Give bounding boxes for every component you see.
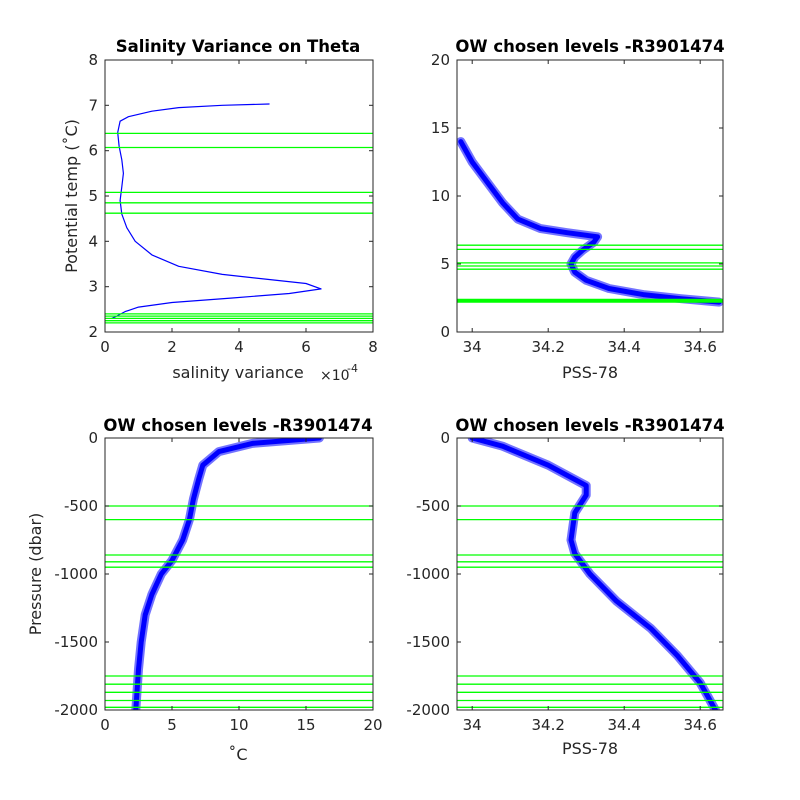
panel1-x-tick-label: 6 [301,338,311,356]
panel1-y-tick-label: 7 [88,96,98,114]
panel2-y-tick-label: 10 [431,187,450,205]
panel4-series-line [471,438,716,710]
panel1-x-tick-label: 8 [368,338,378,356]
panel2-x-axis-label: PSS-78 [562,363,618,382]
panel4-y-tick-label: -1500 [406,633,450,651]
panel2-x-tick-label: 34.4 [607,338,640,356]
panel2-data-layer [457,137,723,307]
panel-temperature-pressure: OW chosen levels -R3901474 0 5 10 15 20 0 -500… [26,416,383,764]
panel2-x-tick-label: 34.6 [683,338,716,356]
panel3-y-tick-label: -1000 [54,565,98,583]
panel1-x-exponent-power: -4 [347,362,358,375]
panel1-y-tick-label: 3 [88,278,98,296]
panel2-y-tick-label: 20 [431,51,450,69]
panel1-y-tick-label: 5 [88,187,98,205]
panel1-data-layer [105,103,373,324]
panel4-y-tick-label: -500 [416,497,450,515]
panel3-plot-area: 0 5 10 15 20 0 -500 -1000 -1500 -2000 [54,429,382,734]
panel3-x-tick-label: 20 [363,716,382,734]
panel2-y-tick-label: 5 [440,255,450,273]
panel4-y-tick-label: 0 [440,429,450,447]
panel1-y-tick-label: 4 [88,232,98,250]
panel1-x-tick-label: 0 [100,338,110,356]
panel4-title: OW chosen levels -R3901474 [455,416,724,435]
panel3-series-line [135,438,320,710]
panel3-x-tick-label: 15 [296,716,315,734]
panel1-series-line [111,103,322,319]
panel3-x-tick-label: 5 [167,716,177,734]
panel3-y-tick-label: -500 [64,497,98,515]
panel-salinity-variance: Salinity Variance on Theta 0 2 4 6 82345678 … [62,37,378,384]
panel4-x-axis-label: PSS-78 [562,739,618,758]
panel-salinity-theta: OW chosen levels -R3901474 34 34.2 34.4 34.… [431,37,725,382]
panel4-y-tick-label: -1000 [406,565,450,583]
panel4-x-tick-label: 34.4 [607,716,640,734]
panel4-data-layer [457,438,723,710]
panel2-series-line [460,141,720,303]
panel3-y-axis-label: Pressure (dbar) [26,513,45,636]
panel4-y-tick-label: -2000 [406,701,450,719]
panel3-x-axis-label: ˚C [228,745,247,764]
panel2-x-tick-label: 34.2 [531,338,564,356]
panel3-x-tick-label: 10 [229,716,248,734]
panel3-y-tick-label: -2000 [54,701,98,719]
panel4-x-tick-label: 34 [463,716,482,734]
panel2-y-tick-label: 15 [431,119,450,137]
panel3-y-tick-label: 0 [88,429,98,447]
panel4-plot-area: 34 34.2 34.4 34.6 0 -500 -1000 -1500 -2000 [406,429,724,734]
panel4-x-tick-label: 34.6 [683,716,716,734]
panel3-title: OW chosen levels -R3901474 [103,416,372,435]
panel1-x-exponent-base: ×10 [320,368,350,384]
panel2-y-tick-label: 0 [440,323,450,341]
panel1-y-tick-label: 2 [88,323,98,341]
panel2-plot-area: 34 34.2 34.4 34.6 0 5 10 15 20 [431,51,724,356]
panel1-x-tick-label: 4 [234,338,244,356]
panel1-x-tick-label: 2 [167,338,177,356]
panel1-y-tick-label: 8 [88,51,98,69]
panel1-y-tick-label: 6 [88,142,98,160]
panel-salinity-pressure: OW chosen levels -R3901474 34 34.2 34.4 34.… [406,416,724,758]
panel2-x-tick-label: 34 [463,338,482,356]
panel3-x-tick-label: 0 [100,716,110,734]
panel2-title: OW chosen levels -R3901474 [455,37,724,56]
panel1-title: Salinity Variance on Theta [116,37,361,56]
panel3-y-tick-label: -1500 [54,633,98,651]
panel1-y-axis-label: Potential temp (˚C) [62,119,81,273]
panel1-x-axis-label: salinity variance [172,363,303,382]
panel4-x-tick-label: 34.2 [531,716,564,734]
